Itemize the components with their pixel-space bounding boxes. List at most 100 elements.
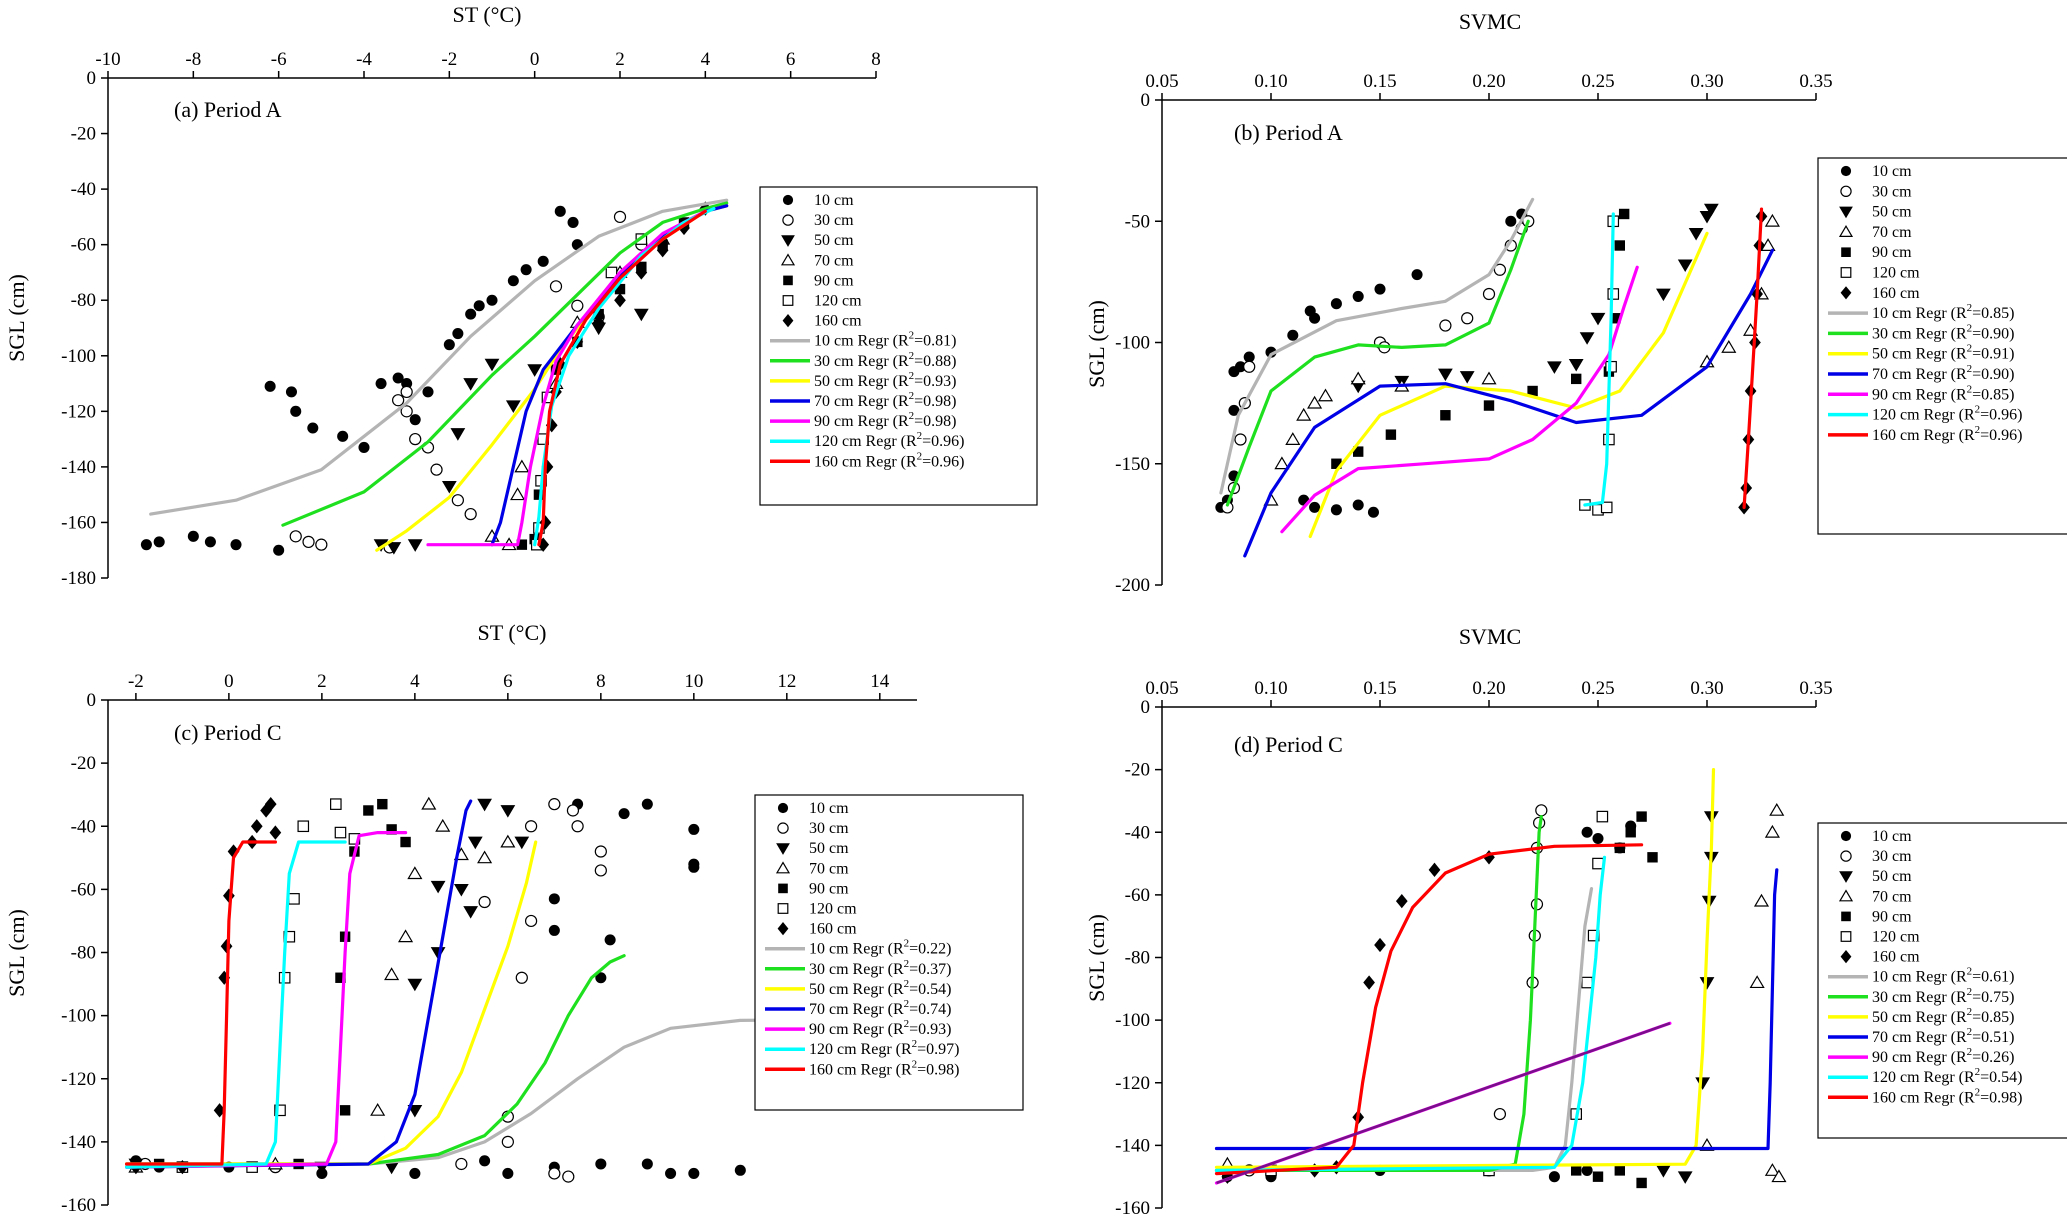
legend-superscript-2: 2: [909, 390, 915, 402]
data-point-120cm: [1581, 976, 1593, 989]
legend-regression-prefix: 50 cm Regr (R: [809, 981, 904, 998]
data-point-30cm: [548, 1167, 561, 1180]
x-tick-label: 0.05: [1145, 678, 1178, 699]
data-point-50cm: [407, 539, 423, 552]
data-point-70cm: [435, 818, 451, 832]
regression-curve-70cm: [125, 799, 473, 1169]
y-tick-label: -20: [71, 124, 96, 145]
data-point-50cm: [453, 884, 469, 897]
data-point-70cm: [1760, 238, 1776, 251]
data-point-10cm: [1581, 826, 1593, 838]
data-point-70cm: [1753, 893, 1770, 907]
x-tick-label: 12: [777, 671, 796, 692]
data-point-10cm: [473, 300, 485, 312]
legend-regression-prefix: 10 cm Regr (R: [809, 941, 904, 958]
data-point-90cm: [1636, 811, 1647, 822]
data-point-50cm: [484, 358, 500, 372]
y-tick-label: -80: [71, 290, 96, 311]
y-tick-label: -80: [1125, 948, 1150, 969]
data-point-50cm: [1688, 228, 1704, 241]
y-tick-label: 0: [87, 68, 97, 89]
regression-curve-160cm: [1214, 843, 1644, 1176]
legend-marker-icon: [777, 802, 789, 814]
data-point-10cm: [307, 422, 319, 434]
x-tick-label: 0.30: [1690, 678, 1723, 699]
legend-marker-icon: [1840, 165, 1852, 177]
data-point-50cm: [1703, 203, 1719, 217]
data-point-10cm: [1352, 499, 1364, 511]
data-point-90cm: [1385, 429, 1397, 440]
data-point-70cm: [370, 1102, 386, 1116]
legend-regression-label: 70 cm Regr (R2=0.90): [1872, 363, 2015, 383]
data-point-30cm: [524, 914, 538, 928]
legend-label: 160 cm: [814, 313, 862, 330]
data-point-70cm: [398, 929, 414, 943]
data-point-160cm: [635, 265, 648, 280]
legend-r2-value: =0.54): [909, 981, 951, 998]
data-point-10cm: [1234, 361, 1247, 373]
data-point-90cm: [363, 805, 374, 816]
data-point-50cm: [1590, 312, 1606, 326]
legend-regression-prefix: 90 cm Regr (R: [1872, 386, 1967, 403]
data-point-10cm: [537, 255, 549, 267]
y-tick-label: -20: [71, 753, 96, 774]
legend-marker-icon: [1840, 931, 1852, 942]
x-tick-label: 2: [317, 671, 327, 692]
data-point-30cm: [392, 394, 405, 407]
data-point-70cm: [1317, 388, 1334, 402]
x-tick-label: 10: [684, 671, 703, 692]
legend-superscript-2: 2: [1967, 1046, 1973, 1058]
legend-superscript-2: 2: [917, 450, 923, 462]
data-point-10cm: [358, 441, 370, 453]
data-point-70cm: [1307, 395, 1323, 409]
legend-regression-label: 120 cm Regr (R2=0.97): [809, 1038, 960, 1058]
data-point-10cm: [665, 1167, 677, 1179]
data-point-90cm: [1571, 373, 1582, 385]
legend-superscript-2: 2: [1967, 322, 1973, 334]
data-point-90cm: [1571, 1165, 1582, 1176]
y-tick-label: -180: [61, 568, 96, 589]
regression-curve-90cm-dark: [1216, 1022, 1671, 1185]
legend-superscript-2: 2: [1967, 302, 1973, 314]
legend-marker-icon: [777, 903, 789, 914]
data-point-10cm: [688, 1167, 700, 1179]
data-point-50cm: [463, 906, 479, 919]
data-point-10cm: [285, 386, 297, 398]
data-point-30cm: [1482, 287, 1496, 301]
data-point-10cm: [230, 539, 242, 551]
legend-marker-icon: [1840, 850, 1852, 862]
data-point-160cm: [1395, 893, 1408, 909]
data-point-50cm: [1459, 371, 1475, 384]
legend-label: 10 cm: [1872, 163, 1912, 180]
legend-label: 120 cm: [814, 293, 862, 310]
data-point-30cm: [302, 535, 315, 549]
data-point-30cm: [549, 280, 563, 293]
data-point-10cm: [1243, 351, 1255, 363]
data-point-10cm: [443, 339, 455, 351]
data-point-10cm: [273, 544, 285, 556]
legend-regression-label: 50 cm Regr (R2=0.93): [814, 370, 957, 390]
legend-label: 70 cm: [1872, 888, 1912, 905]
panel-d-chart: 0.05 0.10 0.15 0.20 0.25 0.30 0.35 0 -20 -40 -60 -8…: [1084, 624, 2067, 1219]
data-point-10cm: [401, 378, 413, 390]
legend-r2-value: =0.88): [914, 353, 956, 370]
panel-b-chart: 0.05 0.10 0.15 0.20 0.25 0.30 0.35 0 -50 -100 -150…: [1084, 9, 2067, 596]
legend-regression-prefix: 10 cm Regr (R: [1872, 969, 1967, 986]
legend-marker-icon: [782, 295, 794, 306]
legend-regression-prefix: 30 cm Regr (R: [814, 353, 909, 370]
legend-regression-label: 120 cm Regr (R2=0.96): [814, 430, 965, 450]
legend-regression-label: 30 cm Regr (R2=0.88): [814, 350, 957, 370]
regression-curve-90cm: [426, 209, 707, 547]
y-axis-title: SGL (cm): [4, 909, 29, 997]
data-point-50cm: [1568, 358, 1584, 372]
data-point-70cm: [1721, 339, 1737, 353]
x-tick-label: 6: [503, 671, 513, 692]
data-point-90cm: [1614, 240, 1625, 251]
x-tick-label: 2: [615, 49, 625, 70]
data-point-10cm: [1352, 290, 1364, 302]
legend-label: 50 cm: [809, 840, 849, 857]
y-tick-label: -100: [61, 346, 96, 367]
legend-label: 120 cm: [1872, 265, 1920, 282]
legend-r2-value: =0.85): [1972, 1009, 2014, 1026]
